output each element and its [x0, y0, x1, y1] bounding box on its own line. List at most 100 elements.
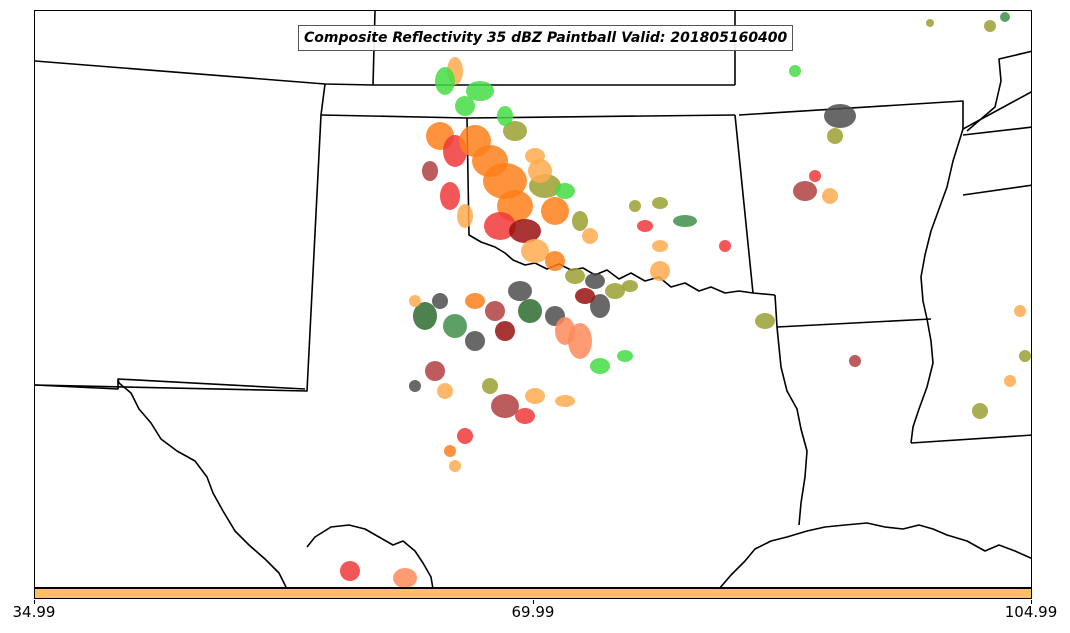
- storm-blob: [422, 161, 438, 181]
- colorado-kansas-border: [320, 83, 326, 116]
- storm-blob: [605, 283, 625, 299]
- storm-blob: [1000, 12, 1010, 22]
- colorbar-tick-left: [34, 600, 35, 604]
- storm-blob: [449, 460, 461, 472]
- map-title: Composite Reflectivity 35 dBZ Paintball …: [298, 25, 794, 51]
- storm-blob: [466, 81, 494, 101]
- storm-blob: [541, 197, 569, 225]
- colorbar-label-max: 104.99: [1004, 603, 1058, 621]
- storm-blob: [457, 204, 473, 228]
- mississippi-river: [910, 128, 964, 444]
- storm-blob: [827, 128, 843, 144]
- storm-blob: [972, 403, 988, 419]
- storm-blob: [525, 388, 545, 404]
- storm-blob: [789, 65, 801, 77]
- map-canvas: [35, 11, 1031, 587]
- colorbar-label-min: 34.99: [12, 603, 56, 621]
- mississippi-alabama-border: [966, 50, 1031, 132]
- red-river-border: [466, 117, 776, 296]
- storm-blob: [590, 294, 610, 318]
- oklahoma-north-border: [320, 114, 736, 119]
- storm-blob: [484, 212, 516, 240]
- storm-blob: [575, 288, 595, 304]
- storm-blob: [521, 239, 549, 263]
- storm-blob: [555, 395, 575, 407]
- storm-blob: [455, 96, 475, 116]
- texas-east-border: [774, 294, 808, 526]
- storm-blob: [585, 273, 605, 289]
- storm-blob: [483, 163, 527, 199]
- storm-blob: [793, 181, 817, 201]
- storm-blob: [652, 197, 668, 209]
- storm-blob: [444, 445, 456, 457]
- arkansas-louisiana-border: [776, 318, 932, 328]
- nebraska-kansas-border: [35, 60, 735, 86]
- storm-blob: [440, 182, 460, 210]
- storm-blob: [509, 219, 541, 243]
- storm-blob: [822, 188, 838, 204]
- colorbar-tick-mid: [533, 600, 534, 604]
- storm-blob: [432, 293, 448, 309]
- storm-blob: [565, 268, 585, 284]
- colorbar-label-mid: 69.99: [511, 603, 555, 621]
- storm-blob: [495, 321, 515, 341]
- storm-blob: [755, 313, 775, 329]
- storm-blob: [809, 170, 821, 182]
- storm-blob: [582, 228, 598, 244]
- storm-blob: [637, 220, 653, 232]
- storm-blob: [491, 394, 519, 418]
- storm-blob: [984, 20, 996, 32]
- storm-blob: [409, 380, 421, 392]
- storm-blob: [443, 314, 467, 338]
- storm-blob: [590, 358, 610, 374]
- storm-blob: [849, 355, 861, 367]
- arkansas-north-border: [738, 100, 964, 129]
- storm-blob: [1004, 375, 1016, 387]
- storm-blob: [409, 295, 421, 307]
- storm-blob: [629, 200, 641, 212]
- storm-blob: [482, 378, 498, 394]
- storm-blob: [622, 280, 638, 292]
- oklahoma-arkansas-border: [734, 114, 754, 294]
- colorbar: [34, 588, 1032, 599]
- storm-blob: [465, 331, 485, 351]
- gulf-coast: [719, 522, 1031, 587]
- mississippi-north: [962, 184, 1031, 196]
- storm-blob: [652, 240, 668, 252]
- storm-blob: [926, 19, 934, 27]
- storm-blob: [435, 67, 455, 95]
- storm-blob: [457, 428, 473, 444]
- storm-blob: [568, 323, 592, 359]
- storm-blob: [413, 302, 437, 330]
- storm-blob: [503, 121, 527, 141]
- storm-blob: [497, 106, 513, 126]
- storm-blob: [1014, 305, 1026, 317]
- storm-blob: [650, 261, 670, 281]
- storm-blob: [340, 561, 360, 581]
- storm-blob: [1019, 350, 1031, 362]
- storm-blob: [555, 183, 575, 199]
- storm-blob: [518, 299, 542, 323]
- storm-blob: [393, 568, 417, 587]
- colorbar-tick-right: [1031, 600, 1032, 604]
- storm-blob: [425, 361, 445, 381]
- storm-blob: [673, 215, 697, 227]
- state-boundaries: [35, 11, 1031, 587]
- storm-blob: [545, 251, 565, 271]
- storm-blob: [719, 240, 731, 252]
- storm-blob: [485, 301, 505, 321]
- storm-blob: [617, 350, 633, 362]
- map-panel: Composite Reflectivity 35 dBZ Paintball …: [34, 10, 1032, 588]
- storm-blob: [508, 281, 532, 301]
- tennessee-line: [962, 126, 1031, 136]
- storm-blob: [572, 211, 588, 231]
- louisiana-east-border: [910, 434, 1031, 444]
- storm-blob: [525, 148, 545, 164]
- storm-blob: [528, 159, 552, 183]
- storm-blob: [824, 104, 856, 128]
- storm-blob: [465, 293, 485, 309]
- texas-nm-line: [35, 378, 306, 390]
- storm-blob: [437, 383, 453, 399]
- rio-grande: [306, 524, 434, 587]
- missouri-east-border: [962, 91, 1031, 130]
